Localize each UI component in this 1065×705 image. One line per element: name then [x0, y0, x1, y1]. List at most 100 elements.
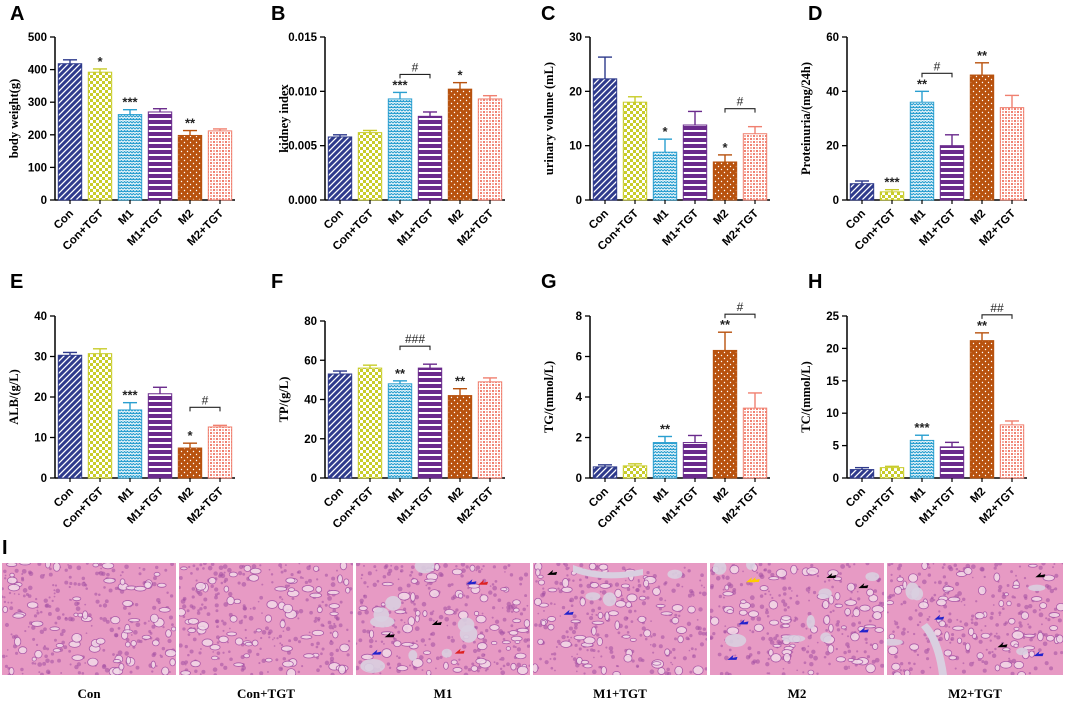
x-tick-label: Con: [322, 486, 346, 510]
bar-con: [327, 373, 353, 479]
y-tick-label: 60: [304, 355, 317, 367]
y-tick-label: 0.010: [288, 86, 317, 98]
y-axis-label: Proteinuria/(mg/24h): [799, 62, 813, 175]
y-tick-label: 200: [28, 130, 47, 142]
x-tick-label: M1: [651, 207, 671, 227]
histology-image-m2: [710, 563, 884, 675]
bar-m2-tgt: [207, 426, 233, 479]
x-tick-label: Con: [844, 486, 868, 510]
y-tick-label: 20: [304, 434, 317, 446]
panel-letter-G: G: [541, 271, 557, 293]
y-tick-label: 100: [28, 162, 47, 174]
bar-con: [57, 63, 83, 201]
comparison-bracket: [399, 345, 431, 351]
y-tick-label: 0: [41, 195, 47, 207]
bar-con: [57, 354, 83, 479]
y-tick-label: 0: [41, 473, 47, 485]
significance-marker: **: [917, 76, 928, 91]
bar-m2: [712, 161, 738, 201]
comparison-bracket: [189, 406, 221, 412]
bar-m2: [969, 74, 995, 201]
bar-m1-tgt: [147, 111, 173, 201]
significance-marker: ***: [392, 77, 408, 92]
bar-con-tgt: [879, 467, 905, 479]
x-tick-label: Con: [844, 208, 868, 232]
comparison-bracket: [724, 313, 756, 319]
histology-image-m2-tgt: [887, 563, 1063, 675]
bar-con: [849, 183, 875, 201]
chart-e: EALB/(g/L)010203040ConCon+TGT***M1M1+TGT…: [7, 271, 235, 531]
y-tick-label: 40: [304, 395, 317, 407]
bar-m1: [117, 409, 143, 479]
bar-con-tgt: [879, 191, 905, 201]
histology-image-con: [2, 563, 176, 675]
bar-m1: [117, 114, 143, 201]
y-tick-label: 10: [569, 141, 582, 153]
bar-m2: [447, 395, 473, 479]
comparison-bracket: [724, 108, 756, 113]
y-tick-label: 300: [28, 97, 47, 109]
bar-m2-tgt: [207, 130, 233, 201]
bar-m2-tgt: [999, 424, 1025, 479]
significance-marker: ***: [884, 175, 900, 190]
x-tick-label: M2: [711, 486, 731, 506]
x-tick-label: M2: [176, 486, 196, 506]
y-tick-label: 0: [833, 473, 839, 485]
bar-con-tgt: [622, 465, 648, 479]
y-axis-label: ALB/(g/L): [7, 369, 21, 425]
histology-label-m1-tgt: M1+TGT: [593, 686, 647, 701]
y-tick-label: 10: [826, 408, 839, 420]
y-axis-label: TG/(mmol/L): [542, 361, 556, 433]
bar-m2: [177, 447, 203, 479]
y-tick-label: 20: [826, 141, 839, 153]
bar-m2: [177, 134, 203, 201]
x-tick-label: M1: [908, 485, 928, 505]
panel-letter-I: I: [2, 537, 8, 559]
panel-letter-F: F: [271, 271, 283, 293]
comparison-label: #: [737, 300, 744, 314]
bar-m1-tgt: [682, 124, 708, 201]
comparison-label: #: [934, 59, 941, 73]
significance-marker: **: [185, 116, 196, 131]
x-tick-label: Con: [52, 208, 76, 232]
significance-marker: **: [977, 48, 988, 63]
bar-m2-tgt: [477, 98, 503, 201]
y-tick-label: 4: [576, 392, 583, 404]
bar-m2: [447, 88, 473, 201]
y-tick-label: 0: [576, 473, 582, 485]
x-tick-label: M2: [968, 486, 988, 506]
significance-marker: **: [660, 421, 671, 436]
y-axis-label: urinary volume (mL): [542, 62, 556, 175]
chart-f: FTP/(g/L)020406080ConCon+TGT**M1M1+TGT**…: [271, 271, 505, 531]
bar-m2: [969, 340, 995, 479]
bar-m1-tgt: [147, 393, 173, 479]
histology-image-m1: [356, 563, 530, 675]
histology-row: Con Con+TGT M1 M1+TGT M2 M2+TGT: [0, 563, 1065, 705]
x-tick-label: Con: [587, 486, 611, 510]
chart-g: GTG/(mmol/L)02468ConCon+TGT**M1M1+TGT**M…: [541, 271, 770, 531]
y-axis-label: TC/(mmol/L): [799, 361, 813, 433]
y-tick-label: 40: [34, 311, 47, 323]
bar-con-tgt: [87, 353, 113, 479]
y-tick-label: 20: [826, 343, 839, 355]
comparison-label: #: [202, 393, 209, 407]
bar-m2: [712, 349, 738, 479]
significance-marker: *: [457, 68, 463, 83]
y-tick-label: 0.000: [288, 195, 317, 207]
histology-label-con: Con: [77, 686, 101, 701]
histology-label-m1: M1: [433, 686, 453, 701]
significance-marker: ***: [122, 388, 138, 403]
x-tick-label: M2: [711, 208, 731, 228]
significance-marker: **: [395, 366, 406, 381]
y-tick-label: 80: [304, 316, 317, 328]
y-tick-label: 10: [34, 433, 47, 445]
significance-marker: **: [977, 318, 988, 333]
x-tick-label: M1: [386, 207, 406, 227]
histology-label-m2-tgt: M2+TGT: [948, 686, 1002, 701]
comparison-bracket: [399, 73, 431, 79]
x-tick-label: Con: [587, 208, 611, 232]
histology-label-con-tgt: Con+TGT: [237, 686, 295, 701]
